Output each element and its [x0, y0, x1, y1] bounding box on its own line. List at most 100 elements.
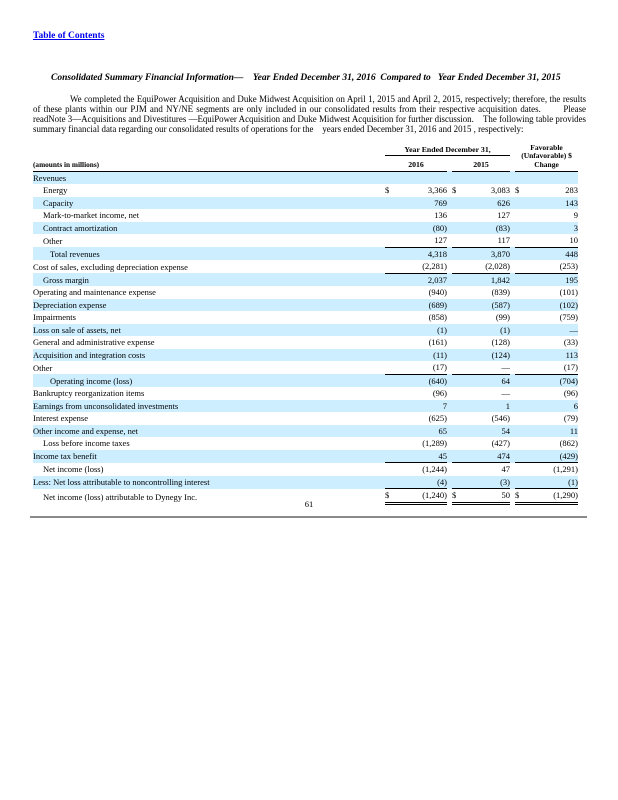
row-label: General and administrative expense — [33, 337, 155, 348]
value-2015: 64 — [465, 374, 511, 388]
dollar-sign-change — [515, 171, 529, 185]
dollar-sign-2015 — [452, 234, 465, 248]
dollar-sign-2015: $ — [452, 185, 457, 196]
dollar-sign-2015 — [452, 273, 465, 287]
value-change: 6 — [528, 399, 579, 413]
value-change: (759) — [559, 312, 579, 323]
change-header-line: Favorable — [530, 143, 563, 152]
dollar-sign-2016 — [385, 311, 398, 324]
dollar-sign-change — [515, 424, 529, 438]
dollar-sign-change — [515, 399, 529, 413]
value-change: (1,290) — [528, 488, 579, 505]
dollar-sign-2016 — [385, 424, 398, 438]
value-2016: (640) — [398, 374, 447, 388]
dollar-sign-change — [515, 336, 528, 349]
dollar-sign-2016 — [385, 247, 398, 261]
dollar-sign-2015 — [452, 221, 465, 235]
value-2015: 1,842 — [465, 273, 511, 287]
dollar-sign-change — [515, 298, 529, 312]
section-title: Consolidated Summary Financial Informati… — [51, 73, 561, 83]
table-row: Mark-to-market income, net 136 127 9 — [33, 209, 578, 222]
dollar-sign-2015 — [452, 247, 465, 261]
value-2015: (546) — [491, 413, 511, 424]
dollar-sign-change — [515, 247, 529, 261]
dollar-sign-change — [515, 196, 529, 210]
value-2016: 4,318 — [398, 247, 447, 261]
value-2016: 769 — [398, 196, 447, 210]
dollar-sign-2016 — [385, 171, 398, 185]
column-gap — [510, 348, 516, 362]
column-gap — [447, 247, 452, 261]
column-header-2016: 2016 — [385, 155, 447, 172]
change-header-line: Change — [534, 159, 559, 169]
value-change — [528, 171, 579, 185]
dollar-sign-2015: $ — [452, 488, 465, 505]
dollar-sign-2016: $ — [385, 488, 398, 505]
table-row: Other (17) — (17) — [33, 361, 579, 375]
column-gap — [447, 298, 452, 312]
value-2015: (124) — [465, 348, 511, 362]
dollar-sign-change — [515, 209, 528, 222]
value-change: 3 — [528, 221, 579, 235]
row-label: Cost of sales, excluding depreciation ex… — [33, 261, 188, 272]
dollar-sign-2016 — [385, 209, 398, 222]
dollar-sign-change — [515, 437, 528, 450]
table-row: Contract amortization (80) (83) 3 — [33, 221, 579, 235]
value-2015: (839) — [491, 287, 511, 298]
financial-table-body: Revenues Energy $3,366 $3,083 $283 Capacity 76… — [33, 171, 579, 505]
dollar-sign-2015 — [452, 323, 465, 337]
table-row: Loss on sale of assets, net (1) (1) — — [33, 323, 579, 337]
value-2015: 626 — [465, 196, 511, 210]
value-change: (1,291) — [553, 464, 579, 475]
dollar-sign-change — [515, 221, 529, 235]
value-2016: (625) — [428, 413, 447, 424]
row-label: Other — [33, 362, 53, 373]
dollar-sign-change — [515, 348, 529, 362]
column-gap — [447, 273, 452, 287]
value-change: 9 — [573, 210, 579, 221]
value-2016: (161) — [428, 337, 447, 348]
dollar-sign-2016 — [385, 323, 398, 337]
value-change: 195 — [528, 273, 579, 287]
column-gap — [510, 399, 516, 413]
column-gap — [447, 221, 452, 235]
value-2015: 474 — [465, 449, 511, 464]
row-label: Earnings from unconsolidated investments — [33, 399, 385, 413]
dollar-sign-2016 — [385, 273, 398, 287]
dollar-sign-change — [515, 311, 528, 324]
row-label: Energy — [43, 185, 68, 196]
dollar-sign-2016 — [385, 348, 398, 362]
value-2016: 3,366 — [427, 185, 447, 196]
intro-paragraph: We completed the EquiPower Acquisition a… — [33, 94, 589, 134]
value-change: 11 — [528, 424, 579, 438]
column-gap — [510, 221, 516, 235]
table-header: (amounts in millions) Year Ended Decembe… — [33, 143, 579, 172]
row-label: Net income (loss) — [43, 464, 104, 475]
value-2015: (1) — [465, 323, 511, 337]
row-label: Other — [43, 235, 63, 246]
change-column-header: Favorable (Unfavorable) $ Change — [515, 143, 579, 172]
column-gap — [447, 475, 452, 489]
table-row: General and administrative expense (161) (… — [33, 336, 578, 349]
dollar-sign-2015 — [452, 463, 465, 476]
dollar-sign-2016 — [385, 463, 398, 476]
dollar-sign-2016 — [385, 399, 398, 413]
toc-link[interactable]: Table of Contents — [33, 31, 105, 41]
value-2016: (1) — [398, 323, 447, 337]
dollar-sign-2016 — [385, 196, 398, 210]
column-gap — [510, 273, 516, 287]
row-label: Impairments — [33, 312, 76, 323]
value-2015: (83) — [465, 221, 511, 235]
value-2015: (427) — [491, 438, 511, 449]
table-row: Operating income (loss) (640) 64 (704) — [33, 374, 579, 388]
dollar-sign-2016 — [385, 336, 398, 349]
table-row: Less: Net loss attributable to noncontro… — [33, 475, 579, 490]
dollar-sign-change — [515, 374, 529, 388]
value-2016: 45 — [398, 449, 447, 464]
value-2015: 117 — [465, 234, 511, 248]
row-label: Less: Net loss attributable to noncontro… — [33, 475, 385, 489]
row-label: Loss on sale of assets, net — [33, 323, 385, 337]
dollar-sign-2015 — [452, 260, 465, 274]
row-label: Total revenues — [33, 247, 385, 261]
